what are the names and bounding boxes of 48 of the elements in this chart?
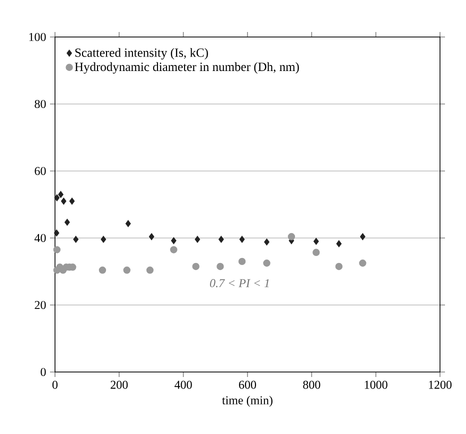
point: [69, 198, 75, 205]
y-tick-label: 60: [34, 166, 46, 176]
y-tick-label: 80: [34, 100, 46, 108]
point: [73, 236, 79, 243]
point: [238, 258, 246, 266]
point: [126, 220, 131, 227]
point: [64, 218, 70, 226]
point: [194, 236, 200, 243]
point: [100, 236, 106, 243]
point: [171, 237, 176, 244]
point: [288, 233, 296, 240]
point: [239, 236, 245, 243]
point: [359, 260, 366, 267]
x-tick-label: 1000: [364, 380, 388, 389]
point: [336, 240, 342, 248]
y-tick-label: 40: [34, 234, 46, 242]
point: [264, 238, 270, 246]
point: [170, 246, 178, 254]
legend-label: Hydrodynamic diameter in number (Dh, nm): [74, 62, 299, 74]
point: [61, 198, 66, 205]
annotation: 0.7 < PI < 1: [210, 279, 269, 288]
point: [263, 260, 270, 267]
point: [360, 233, 366, 240]
x-tick-label: 800: [303, 380, 320, 389]
point: [314, 238, 319, 245]
y-tick-label: 100: [29, 32, 46, 42]
x-tick-label: 1200: [429, 380, 452, 389]
point: [335, 262, 343, 270]
point: [98, 266, 106, 274]
point: [54, 230, 60, 236]
x-tick-label: 600: [239, 380, 256, 389]
point: [218, 236, 224, 243]
point: [123, 266, 130, 274]
x-tick-label: 0: [52, 380, 58, 389]
point: [148, 233, 154, 240]
point: [312, 248, 320, 256]
point: [58, 191, 64, 198]
point: [192, 262, 200, 270]
x-axis-title: time (min): [222, 396, 272, 407]
x-tick-label: 200: [110, 380, 128, 389]
point: [53, 246, 61, 254]
y-tick-label: 20: [34, 300, 46, 310]
x-tick-label: 400: [174, 380, 192, 389]
y-tick-label: 0: [40, 368, 46, 376]
point: [54, 194, 60, 202]
point: [216, 262, 224, 270]
point: [146, 266, 154, 274]
legend-label: Scattered intensity (Is, kC): [75, 48, 208, 60]
